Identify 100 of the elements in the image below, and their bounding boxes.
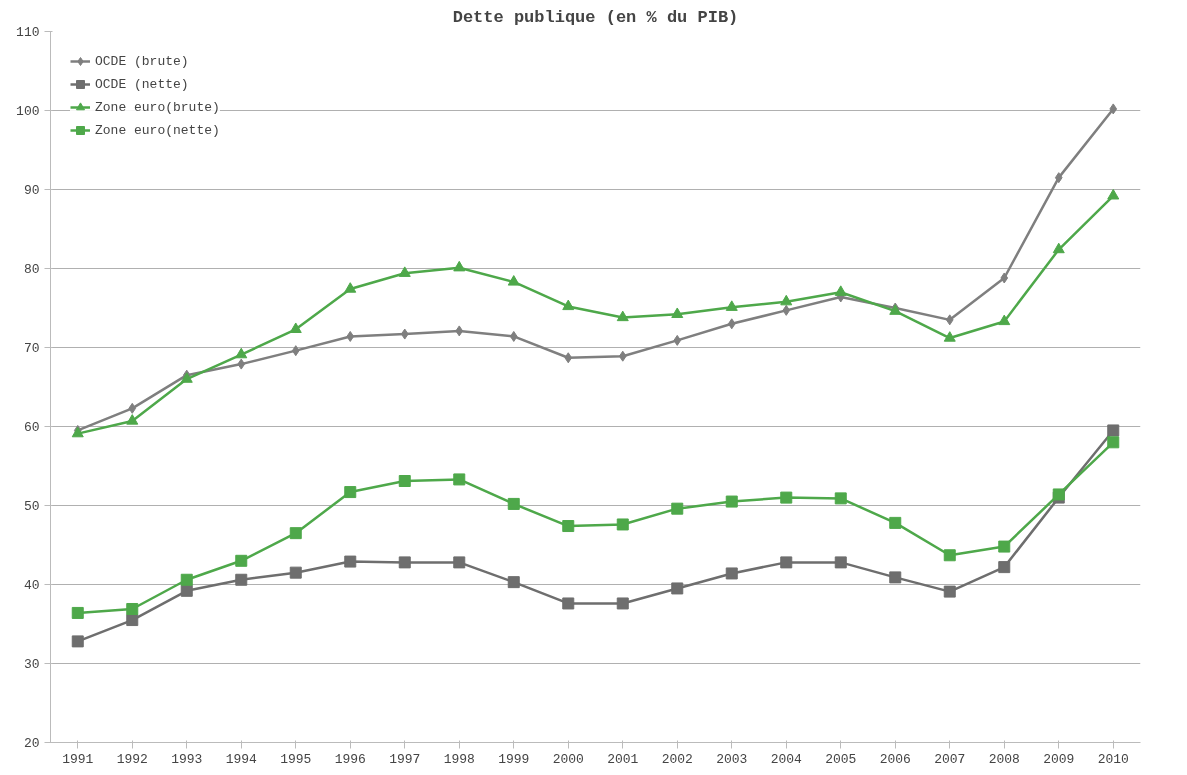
point: [400, 328, 409, 340]
x-tick-label: 2002: [661, 751, 693, 767]
point: [126, 602, 139, 615]
point: [507, 497, 520, 510]
point: [943, 331, 956, 342]
point: [455, 325, 464, 337]
point: [782, 304, 791, 316]
point: [1107, 188, 1120, 200]
x-tick-label: 2007: [934, 751, 966, 767]
y-tick-label: 40: [23, 578, 40, 593]
point: [564, 352, 573, 364]
x-tick-label: 2006: [879, 751, 911, 767]
point: [562, 520, 575, 533]
point: [616, 310, 629, 322]
chart-title: Dette publique (en % du PIB): [452, 7, 739, 27]
point: [725, 495, 738, 508]
y-tick-label: 60: [23, 420, 40, 435]
point: [344, 555, 357, 568]
point: [998, 561, 1011, 574]
x-tick-label: 2005: [825, 751, 857, 767]
point: [344, 486, 357, 499]
legend-label: Zone euro(brute): [95, 99, 220, 115]
point: [998, 540, 1011, 553]
point: [126, 614, 139, 627]
point: [453, 473, 466, 486]
y-tick-label: 70: [23, 341, 40, 356]
x-tick-label: 1993: [171, 751, 203, 767]
x-tick-label: 1998: [443, 751, 475, 767]
point: [235, 554, 248, 567]
x-tick-label: 1994: [225, 751, 258, 767]
point: [616, 518, 629, 531]
point: [618, 350, 627, 362]
point: [945, 314, 954, 326]
x-tick-label: 1992: [116, 751, 148, 767]
point: [507, 275, 520, 286]
y-tick-label: 20: [23, 736, 40, 751]
point: [237, 358, 246, 370]
x-tick-label: 2004: [770, 751, 803, 767]
point: [289, 566, 302, 579]
point: [346, 330, 355, 342]
point: [289, 322, 302, 334]
x-tick-label: 2009: [1043, 751, 1075, 767]
point: [71, 635, 84, 648]
legend-label: Zone euro(nette): [95, 122, 220, 138]
point: [289, 527, 302, 540]
point: [180, 584, 193, 597]
point: [727, 318, 736, 330]
point: [562, 597, 575, 610]
x-tick-label: 2010: [1097, 751, 1129, 767]
y-tick-label: 100: [16, 104, 40, 119]
point: [671, 502, 684, 515]
point: [889, 571, 902, 584]
point: [834, 285, 847, 296]
point: [235, 347, 248, 359]
point: [453, 556, 466, 569]
point: [1109, 103, 1118, 115]
point: [780, 491, 793, 504]
point: [562, 299, 575, 311]
point: [1107, 436, 1120, 449]
x-tick-label: 1996: [334, 751, 366, 767]
x-tick-label: 2000: [552, 751, 584, 767]
point: [344, 282, 357, 293]
point: [128, 402, 137, 414]
point: [834, 556, 847, 569]
point: [1052, 242, 1065, 254]
point: [671, 582, 684, 595]
x-tick-label: 1999: [498, 751, 530, 767]
y-tick-label: 30: [23, 657, 40, 672]
x-tick-label: 2003: [716, 751, 748, 767]
point: [943, 549, 956, 562]
point: [71, 606, 84, 619]
point: [509, 330, 518, 342]
x-tick-label: 1991: [62, 751, 94, 767]
y-tick-label: 110: [16, 25, 40, 40]
point: [998, 314, 1011, 326]
point: [1054, 172, 1063, 184]
point: [725, 300, 738, 311]
point: [235, 573, 248, 586]
point: [1000, 272, 1009, 284]
point: [398, 556, 411, 569]
point: [943, 585, 956, 598]
point: [725, 567, 738, 580]
point: [398, 266, 411, 277]
legend-label: OCDE (nette): [95, 76, 189, 92]
point: [126, 414, 139, 425]
x-tick-label: 2001: [607, 751, 639, 767]
y-tick-label: 80: [23, 262, 40, 277]
point: [834, 492, 847, 505]
point: [780, 556, 793, 569]
point: [180, 573, 193, 586]
point: [889, 516, 902, 529]
point: [616, 597, 629, 610]
point: [673, 334, 682, 346]
x-tick-label: 2008: [988, 751, 1020, 767]
y-tick-label: 90: [23, 183, 40, 198]
point: [507, 576, 520, 589]
x-tick-label: 1997: [389, 751, 421, 767]
point: [1107, 424, 1120, 437]
point: [671, 307, 684, 318]
y-tick-label: 50: [23, 499, 40, 514]
